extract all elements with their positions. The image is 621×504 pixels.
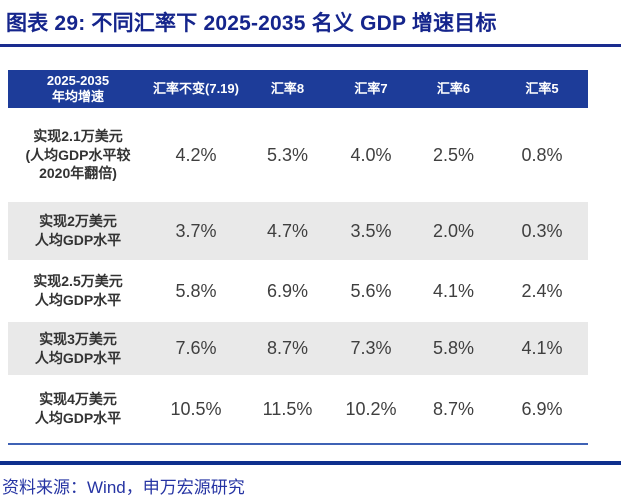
value-cell: 6.9% — [266, 280, 309, 301]
value-cell: 3.7% — [175, 220, 217, 241]
col-header-rate-unchanged: 汇率不变(7.19) — [153, 80, 239, 96]
value-cell: 4.2% — [175, 144, 217, 165]
bottom-divider-rule — [0, 461, 621, 465]
value-cell: 4.1% — [521, 338, 563, 358]
col-header-rate-7: 汇率7 — [354, 80, 388, 96]
figure-title: 图表 29: 不同汇率下 2025-2035 名义 GDP 增速目标 — [6, 12, 497, 35]
value-cell: 0.8% — [521, 144, 563, 165]
row-label: 实现2.1万美元 (人均GDP水平较 2020年翻倍) — [25, 127, 131, 182]
value-cell: 10.5% — [170, 398, 222, 419]
table-header-row: 2025-2035 年均增速 汇率不变(7.19) 汇率8 汇率7 汇率6 汇率… — [8, 70, 588, 108]
row-label: 实现3万美元 人均GDP水平 — [34, 330, 122, 366]
value-cell: 7.6% — [175, 338, 217, 358]
value-cell: 2.5% — [432, 144, 475, 165]
source-note: 资料来源：Wind，申万宏源研究 — [2, 478, 245, 497]
value-cell: 5.3% — [266, 144, 309, 165]
value-cell: 2.4% — [521, 280, 563, 301]
col-header-period-avg-growth: 2025-2035 年均增速 — [46, 72, 110, 104]
table-row-target-2-5: 实现2.5万美元 人均GDP水平 5.8% 6.9% 5.6% 4.1% 2.4… — [8, 260, 588, 322]
value-cell: 5.8% — [175, 280, 217, 301]
value-cell: 0.3% — [521, 220, 563, 241]
col-header-rate-5: 汇率5 — [525, 80, 559, 96]
value-cell: 8.7% — [266, 338, 309, 358]
value-cell: 4.7% — [266, 220, 309, 241]
row-label: 实现4万美元 人均GDP水平 — [34, 391, 122, 426]
table-row-target-2-1: 实现2.1万美元 (人均GDP水平较 2020年翻倍) 4.2% 5.3% 4.… — [8, 108, 588, 202]
gdp-growth-table: 2025-2035 年均增速 汇率不变(7.19) 汇率8 汇率7 汇率6 汇率… — [8, 70, 588, 445]
value-cell: 7.3% — [350, 338, 392, 358]
col-header-rate-8: 汇率8 — [270, 80, 305, 96]
value-cell: 5.6% — [350, 280, 392, 301]
row-label: 实现2.5万美元 人均GDP水平 — [33, 273, 123, 308]
value-cell: 4.1% — [432, 280, 475, 301]
value-cell: 4.0% — [350, 144, 392, 165]
table-row-target-4: 实现4万美元 人均GDP水平 10.5% 11.5% 10.2% 8.7% 6.… — [8, 375, 588, 443]
table-row-target-3: 实现3万美元 人均GDP水平 7.6% 8.7% 7.3% 5.8% 4.1% — [8, 322, 588, 375]
value-cell: 11.5% — [262, 398, 313, 419]
row-label: 实现2万美元 人均GDP水平 — [34, 213, 122, 248]
col-header-rate-6: 汇率6 — [436, 80, 471, 96]
value-cell: 3.5% — [350, 220, 392, 241]
figure-title-bar: 图表 29: 不同汇率下 2025-2035 名义 GDP 增速目标 — [0, 0, 621, 47]
value-cell: 10.2% — [345, 398, 397, 419]
table-row-target-2: 实现2万美元 人均GDP水平 3.7% 4.7% 3.5% 2.0% 0.3% — [8, 202, 588, 260]
value-cell: 2.0% — [432, 220, 475, 241]
value-cell: 5.8% — [432, 338, 475, 358]
value-cell: 6.9% — [521, 398, 563, 419]
value-cell: 8.7% — [432, 398, 475, 419]
